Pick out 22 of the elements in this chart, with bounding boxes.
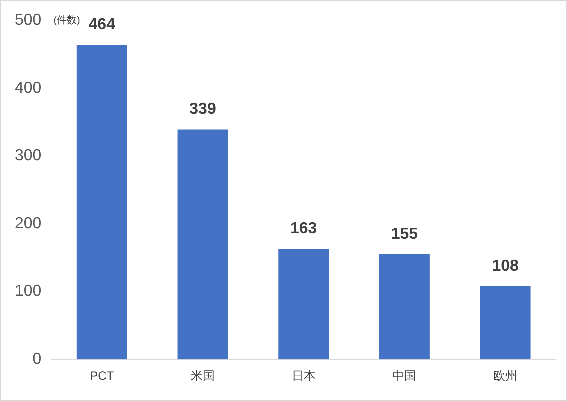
bar	[379, 254, 430, 360]
data-label: 464	[88, 16, 116, 34]
x-tick-label: 米国	[190, 369, 215, 384]
x-tick-label: PCT	[90, 369, 115, 384]
bar	[178, 130, 228, 360]
y-axis-title: (件数)	[54, 15, 80, 26]
y-tick-label: 300	[14, 148, 42, 165]
y-tick-label: 100	[14, 283, 42, 300]
data-label: 155	[391, 226, 418, 243]
x-tick-label: 中国	[392, 369, 417, 384]
bar	[278, 249, 330, 360]
x-tick-label: 欧州	[494, 369, 518, 384]
y-tick-label: 400	[14, 80, 42, 97]
x-tick-label: 日本	[292, 369, 316, 384]
y-tick-label: 500	[14, 12, 42, 30]
bar	[76, 45, 128, 360]
y-tick-label: 200	[14, 215, 42, 232]
data-label: 339	[190, 101, 216, 118]
data-label: 108	[492, 258, 520, 275]
bar	[480, 286, 531, 360]
data-label: 163	[290, 220, 318, 238]
y-tick-label: 0	[32, 351, 42, 368]
